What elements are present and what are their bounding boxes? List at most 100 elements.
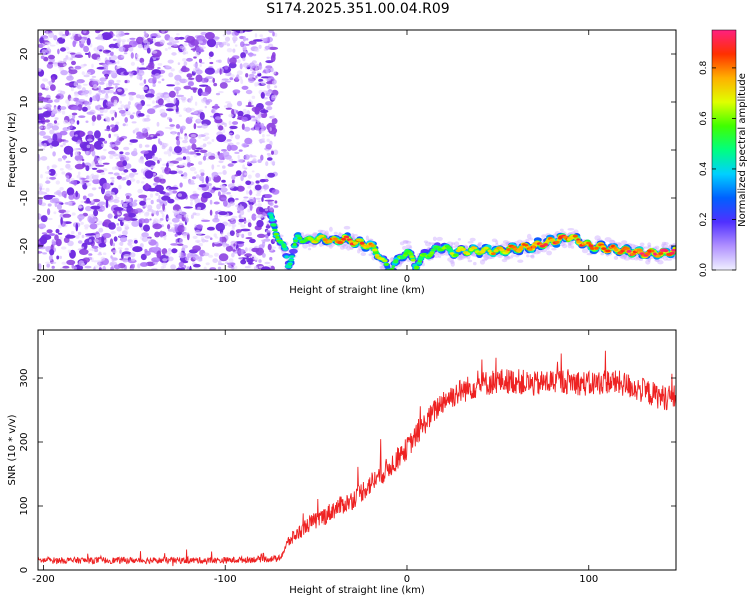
spectrogram-noise-cell — [245, 73, 249, 78]
spectrogram-noise-cell — [177, 225, 185, 233]
spectrogram-noise-cell — [163, 91, 168, 95]
spectrogram-noise-cell — [102, 265, 106, 270]
spectrogram-track-halo — [604, 237, 612, 242]
spectrogram-noise-cell — [231, 215, 238, 219]
spectrogram-noise-cell — [95, 174, 100, 178]
spectrogram-noise-cell — [77, 171, 81, 176]
spectrogram-noise-cell — [129, 37, 136, 40]
spectrogram-noise-cell — [62, 265, 70, 269]
spectrogram-noise-cell — [143, 38, 148, 44]
spectrogram-noise-cell — [140, 262, 149, 267]
spectrogram-noise-cell — [51, 76, 56, 83]
spectrogram-noise-cell — [241, 116, 248, 122]
spectrogram-noise-cell — [211, 139, 215, 142]
spectrogram-track-cell — [671, 249, 676, 252]
spectrogram-noise-cell — [76, 174, 81, 179]
snr-y-tick-label: 200 — [19, 432, 30, 451]
colorbar-tick-label: 0.4 — [699, 162, 709, 177]
spectrogram-noise-cell — [131, 121, 137, 124]
spectrogram-noise-cell — [273, 205, 279, 208]
spectrogram-noise-cell — [116, 66, 121, 69]
spectrogram-noise-cell — [71, 106, 80, 111]
spectrogram-noise-cell — [109, 191, 116, 196]
spectrogram-noise-cell — [189, 99, 192, 104]
spectrogram-noise-cell — [195, 69, 203, 75]
spectrogram-noise-cell — [115, 196, 120, 200]
spectrogram-noise-cell — [74, 93, 79, 97]
spectrogram-track-cell — [658, 252, 664, 255]
spectrogram-noise-cell — [127, 239, 133, 243]
spectrogram-noise-cell — [47, 208, 51, 216]
spectrogram-noise-cell — [228, 201, 235, 206]
spectrogram-noise-cell — [120, 55, 125, 58]
spectrogram-track-cell — [614, 248, 619, 252]
spectrogram-noise-cell — [244, 126, 251, 132]
spectrogram-noise-cell — [257, 159, 262, 164]
spectrogram-noise-cell — [190, 201, 193, 206]
spectrogram-noise-cell — [138, 194, 148, 199]
spectrogram-noise-cell — [41, 49, 47, 53]
spectrogram-track-cell — [531, 245, 536, 249]
spectrogram-noise-cell — [199, 84, 209, 87]
spectrogram-noise-cell — [99, 81, 105, 85]
spectrogram-noise-cell — [271, 114, 276, 120]
spectrogram-noise-cell — [53, 211, 57, 215]
spectrogram-noise-cell — [185, 217, 189, 223]
spectrogram-noise-cell — [158, 157, 162, 162]
spectrogram-noise-cell — [206, 182, 213, 187]
spectrogram-track-halo — [346, 245, 351, 251]
spectrogram-noise-cell — [267, 77, 272, 81]
spectrogram-track-cell — [337, 240, 344, 244]
spectrogram-noise-cell — [197, 206, 202, 211]
spectrogram-noise-cell — [157, 98, 164, 106]
spectrogram-track-cell — [448, 248, 454, 253]
spectrogram-track-halo — [268, 206, 274, 212]
spectrogram-track-cell — [484, 246, 489, 250]
spectrogram-track-halo — [379, 265, 383, 269]
spectrogram-noise-cell — [225, 107, 232, 110]
spectrogram-track-halo — [467, 241, 474, 244]
spectrogram-noise-cell — [102, 162, 110, 165]
spectrogram-noise-cell — [90, 205, 101, 210]
spectrogram-noise-cell — [179, 182, 183, 188]
spectrogram-noise-cell — [128, 96, 134, 101]
spectrogram-noise-cell — [249, 189, 252, 196]
spectrogram-noise-cell — [240, 224, 246, 228]
spectrogram-noise-cell — [48, 54, 55, 60]
spectrogram-noise-cell — [94, 155, 98, 162]
spectrogram-noise-cell — [229, 77, 234, 81]
spectrogram-noise-cell — [80, 64, 85, 68]
spectrogram-noise-cell — [72, 114, 76, 119]
spectrogram-noise-cell — [105, 86, 114, 89]
spectrogram-noise-cell — [88, 89, 92, 95]
spectrogram-noise-cell — [135, 36, 144, 45]
spectrogram-noise-cell — [52, 151, 56, 157]
spectrogram-noise-cell — [260, 129, 265, 133]
spectrogram-noise-cell — [51, 265, 55, 269]
spectrogram-noise-cell — [151, 36, 157, 39]
spectrogram-noise-cell — [225, 245, 233, 252]
spectrogram-noise-cell — [237, 76, 243, 80]
spectrogram-noise-cell — [136, 66, 140, 74]
spectrogram-noise-cell — [183, 206, 193, 209]
spectrogram-noise-cell — [260, 154, 264, 161]
spectrogram-noise-cell — [168, 186, 179, 190]
spectrogram-noise-cell — [93, 260, 98, 263]
spectrogram-noise-cell — [179, 238, 184, 244]
spectrogram-noise-cell — [134, 239, 138, 244]
spectrogram-track-halo — [469, 237, 476, 242]
spectrogram-y-tick-label: 20 — [19, 48, 30, 61]
spectrogram-noise-cell — [173, 86, 182, 92]
spectrogram-noise-cell — [261, 241, 266, 248]
spectrogram-track-halo — [594, 235, 601, 241]
spectrogram-noise-cell — [244, 253, 253, 258]
spectrogram-noise-cell — [256, 219, 264, 228]
spectrogram-noise-cell — [255, 180, 260, 184]
spectrogram-noise-cell — [99, 97, 106, 101]
spectrogram-track-halo — [510, 254, 516, 257]
spectrogram-noise-cell — [192, 235, 198, 239]
spectrogram-noise-cell — [180, 174, 184, 177]
spectrogram-noise-cell — [38, 251, 43, 254]
spectrogram-noise-cell — [42, 78, 49, 82]
spectrogram-noise-cell — [178, 36, 185, 40]
